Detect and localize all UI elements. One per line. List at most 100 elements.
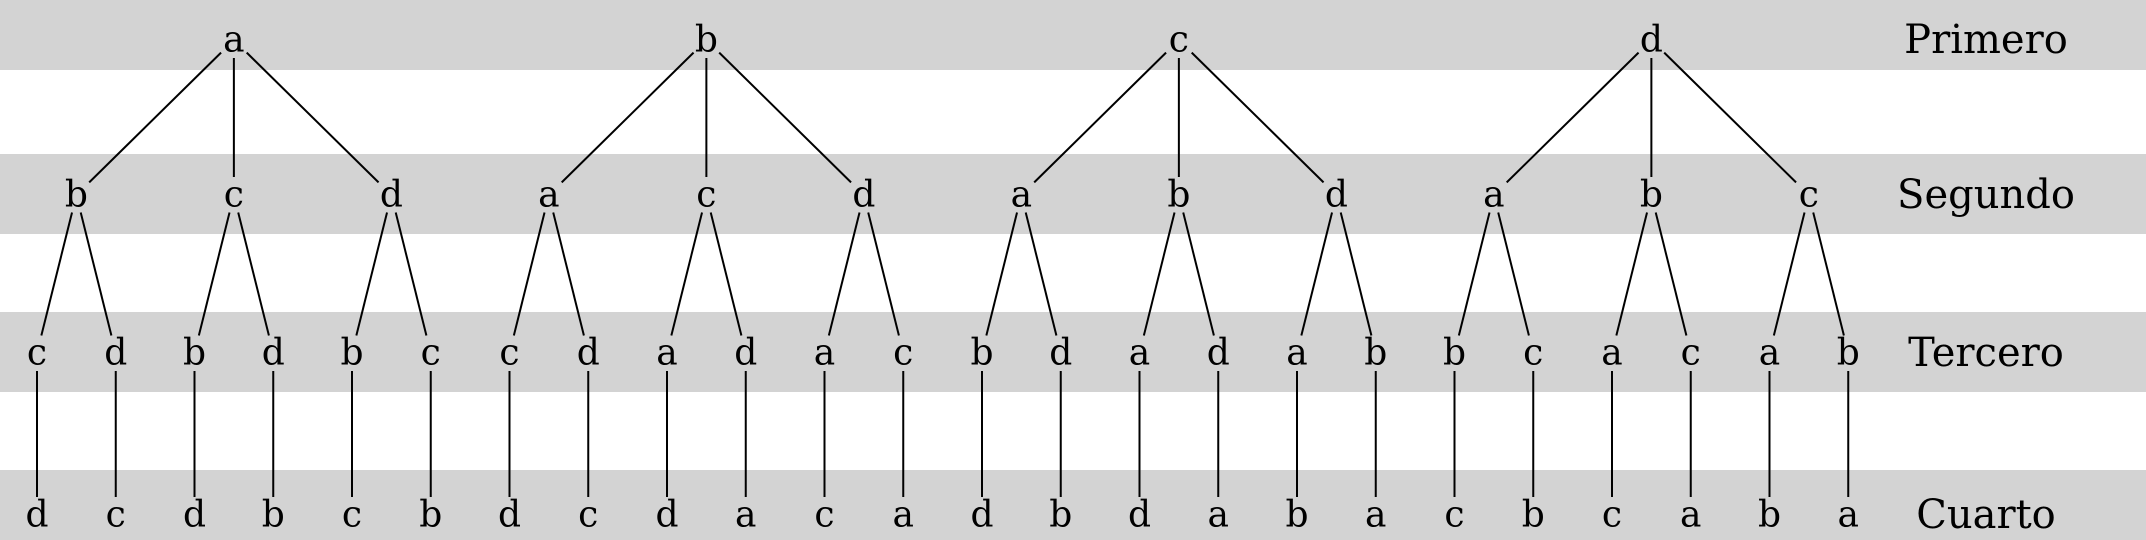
tree-edge-2-0: [1033, 51, 1167, 184]
tree-edge-2-0-1: [1024, 212, 1058, 336]
tree-edge-2-0-0: [985, 212, 1018, 336]
tree-node-0-1-0: b: [183, 333, 206, 374]
tree-edge-0-0: [88, 51, 222, 184]
tree-edge-1-1-0: [670, 212, 703, 336]
tree-node-3-2-1-0: a: [1838, 495, 1859, 536]
tree-node-0-2-0-0: c: [342, 495, 362, 536]
tree-node-1-1-0-0: d: [655, 495, 678, 536]
tree-edge-2-2: [1191, 51, 1325, 184]
tree-node-0-0-0: c: [27, 333, 47, 374]
tree-node-0-1-0-0: d: [183, 495, 206, 536]
tree-node-2-2-1-0: a: [1365, 495, 1386, 536]
tree-edge-3-0-0: [1457, 212, 1491, 336]
tree-node-3-1-1: c: [1681, 333, 1701, 374]
tree-node-3-1-0: a: [1601, 333, 1622, 374]
tree-node-3-1-1-0: a: [1680, 495, 1701, 536]
level-label-tercero: Tercero: [1908, 330, 2064, 376]
tree-node-2-1-0: a: [1129, 333, 1150, 374]
tree-edge-1-0-1: [552, 212, 585, 336]
tree-node-0-1-1-0: b: [262, 495, 285, 536]
tree-node-0-2-1-0: b: [419, 495, 442, 536]
tree-edge-3-2-1: [1812, 212, 1845, 336]
tree-node-3-0: a: [1483, 175, 1504, 216]
tree-node-1-0: a: [538, 175, 559, 216]
tree-edge-1-2-0: [827, 212, 861, 336]
tree-node-1-0-1-0: c: [578, 495, 598, 536]
tree-node-0-0-1: d: [104, 333, 127, 374]
tree-node-2-1: b: [1167, 175, 1190, 216]
tree-node-0: a: [223, 20, 244, 61]
tree-node-1-0-0: c: [499, 333, 519, 374]
tree-node-0-0-1-0: c: [106, 495, 126, 536]
level-label-primero: Primero: [1904, 17, 2068, 63]
tree-edge-3-2-0: [1772, 212, 1806, 336]
tree-node-2-0-1-0: b: [1049, 495, 1072, 536]
tree-node-3-1-0-0: c: [1602, 495, 1622, 536]
tree-node-0-2: d: [380, 175, 403, 216]
tree-edge-1-2: [718, 51, 852, 184]
level-label-cuarto: Cuarto: [1916, 492, 2056, 538]
tree-node-1-1: c: [696, 175, 716, 216]
tree-node-0-2-1: c: [421, 333, 441, 374]
tree-node-2-0-0: b: [970, 333, 993, 374]
tree-node-1: b: [695, 20, 718, 61]
tree-node-3: d: [1640, 20, 1663, 61]
tree-edge-0-1-1: [237, 212, 270, 336]
tree-node-3-0-1-0: b: [1522, 495, 1545, 536]
tree-node-1-2-0: a: [814, 333, 835, 374]
level-label-segundo: Segundo: [1897, 172, 2075, 218]
tree-node-1-0-1: d: [577, 333, 600, 374]
tree-node-2-0: a: [1011, 175, 1032, 216]
tree-node-0-2-0: b: [340, 333, 363, 374]
tree-edges: [36, 51, 1850, 497]
level-band-1: [0, 0, 2146, 70]
tree-node-2-2-1: b: [1364, 333, 1387, 374]
level-band-3: [0, 312, 2146, 392]
tree-node-1-2-1-0: a: [893, 495, 914, 536]
tree-edge-2-1-1: [1182, 212, 1215, 336]
tree-node-3-2: c: [1799, 175, 1819, 216]
tree-node-3-0-0: b: [1443, 333, 1466, 374]
tree-node-0-1-1: d: [262, 333, 285, 374]
tree-node-3-0-1: c: [1523, 333, 1543, 374]
level-band-4: [0, 470, 2146, 540]
tree-node-2-1-0-0: d: [1128, 495, 1151, 536]
tree-edge-0-0-0: [40, 212, 73, 336]
tree-edge-1-0-0: [512, 212, 546, 336]
tree-node-3-2-0-0: b: [1758, 495, 1781, 536]
tree-node-1-2-0-0: c: [814, 495, 834, 536]
tree-node-3-2-1: b: [1837, 333, 1860, 374]
tree-edge-1-2-1: [867, 212, 900, 336]
tree-node-1-0-0-0: d: [498, 495, 521, 536]
tree-edge-0-2-1: [394, 212, 428, 336]
tree-node-0-0: b: [65, 175, 88, 216]
tree-edge-3-0: [1506, 51, 1640, 184]
level-labels: Primero Segundo Tercero Cuarto: [1897, 17, 2075, 538]
tree-nodes: a b c d d c c b d d b d b c c b b a c d d c c a d d a d a c c a c a b d d b b a…: [25, 20, 1859, 536]
level-band-2: [0, 154, 2146, 234]
tree-node-2-0-0-0: d: [970, 495, 993, 536]
tree-node-3-0-0-0: c: [1444, 495, 1464, 536]
tree-node-1-2: d: [852, 175, 875, 216]
tree-node-2-2: d: [1325, 175, 1348, 216]
tree-edge-2-2-1: [1339, 212, 1373, 336]
tree-edge-1-0: [561, 51, 695, 184]
tree-node-1-1-0: a: [656, 333, 677, 374]
tree-node-3-2-0: a: [1759, 333, 1780, 374]
tree-node-3-1: b: [1640, 175, 1663, 216]
tree-node-0-1: c: [224, 175, 244, 216]
tree-node-1-2-1: c: [893, 333, 913, 374]
tree-edge-1-1-1: [709, 212, 743, 336]
tree-edge-3-0-1: [1497, 212, 1530, 336]
tree-edge-0-0-1: [79, 212, 113, 336]
tree-edge-0-2-0: [355, 212, 388, 336]
tree-node-1-1-1: d: [734, 333, 757, 374]
tree-node-2-2-0: a: [1286, 333, 1307, 374]
tree-edge-0-2: [246, 51, 380, 184]
tree-edge-0-1-0: [197, 212, 231, 336]
tree-node-2: c: [1169, 20, 1189, 61]
tree-node-2-0-1: d: [1049, 333, 1072, 374]
tree-node-1-1-1-0: a: [735, 495, 756, 536]
